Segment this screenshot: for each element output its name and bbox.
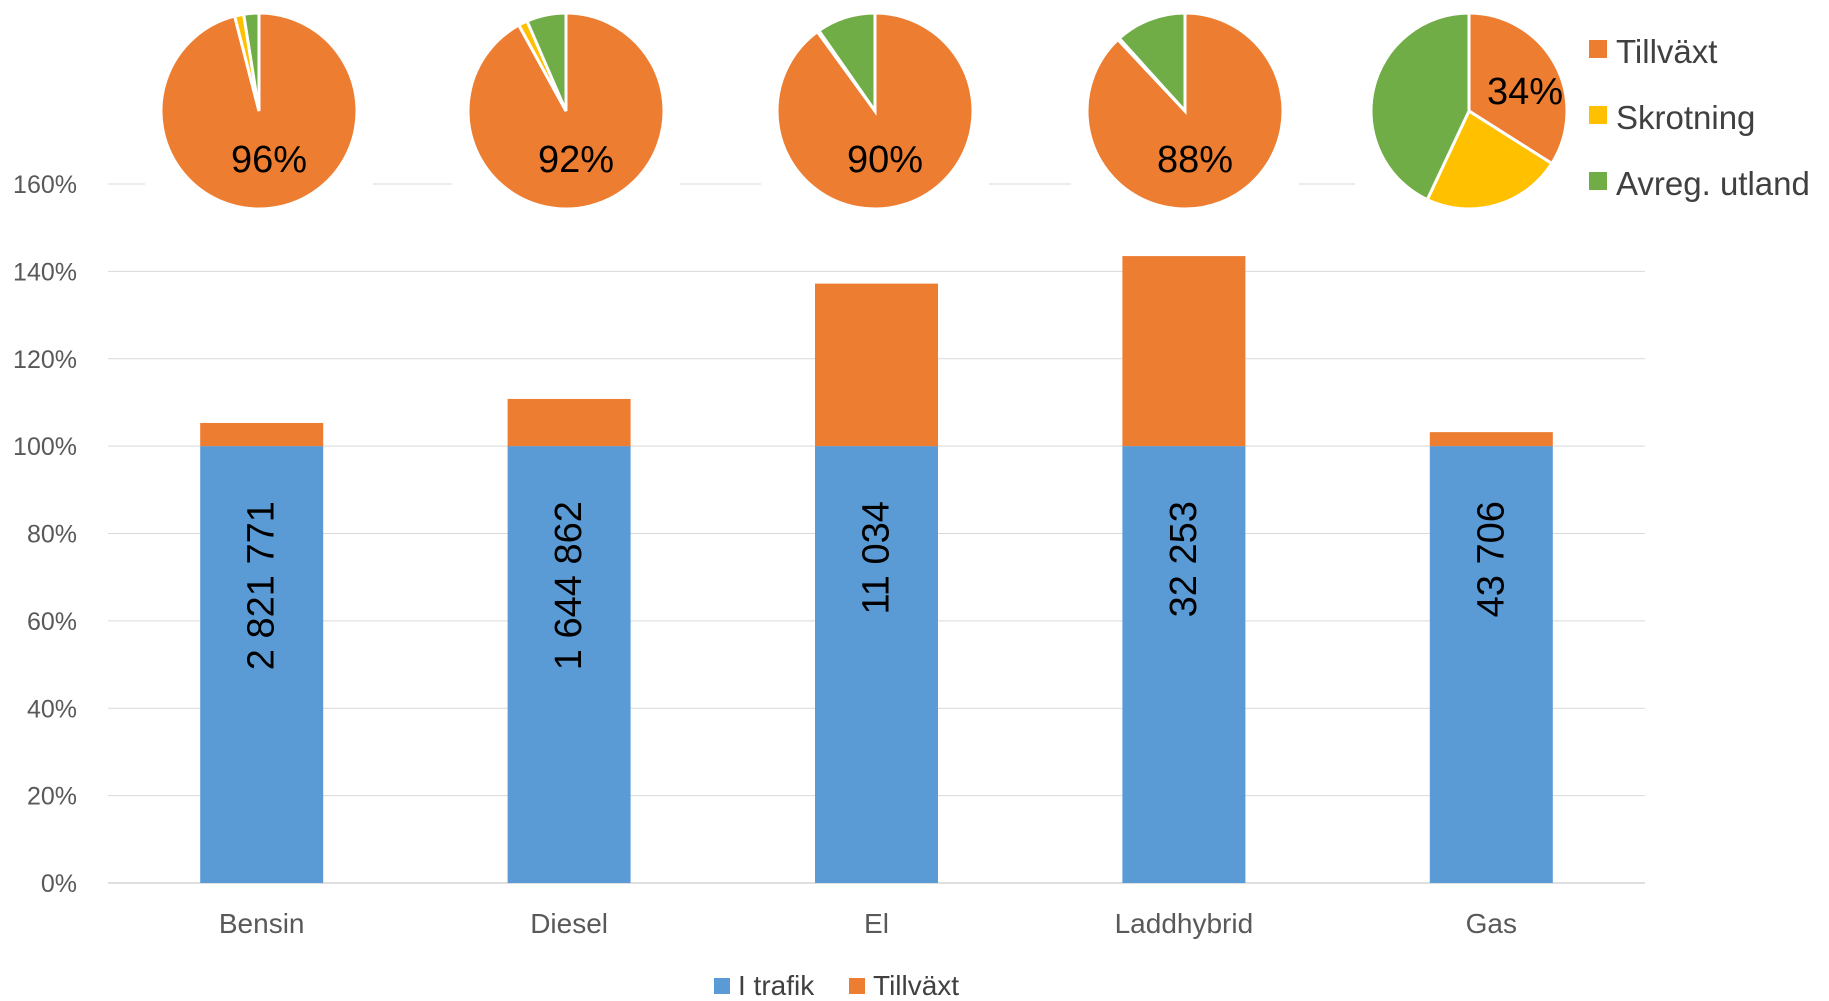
pie-el: 90%	[775, 11, 975, 211]
pie-percent-label: 34%	[1487, 71, 1563, 113]
legend-swatch-tillv-xt	[849, 978, 865, 994]
pie-slice-avreg-utland	[241, 11, 261, 112]
legend-label-avreg-utland: Avreg. utland	[1616, 165, 1810, 202]
bar-legend: I trafik Tillväxt	[714, 970, 959, 1001]
pie-slice-avreg-utland	[1369, 11, 1471, 202]
category-label: Laddhybrid	[1115, 908, 1254, 939]
legend-label-i-trafik: I trafik	[738, 970, 815, 1001]
pie-slice-avreg-utland	[816, 11, 877, 116]
pie-bensin: 96%	[159, 11, 359, 211]
bar-i-trafik-diesel	[507, 446, 631, 883]
category-label: Gas	[1466, 908, 1517, 939]
category-label: Bensin	[219, 908, 305, 939]
pie-slice-tillv-xt	[1085, 11, 1285, 211]
pie-diesel: 92%	[466, 11, 666, 211]
category-labels: Bensin Diesel El Laddhybrid Gas	[219, 908, 1517, 939]
y-axis-ticks: 0% 20% 40% 60% 80% 100% 120% 140% 160%	[13, 171, 77, 898]
bar-i-trafik-bensin	[200, 446, 324, 883]
bar-tillv-xt-gas	[1429, 432, 1553, 447]
y-tick-label: 140%	[13, 258, 77, 286]
bar-i-trafik-laddhybrid	[1122, 446, 1246, 883]
bar-tillv-xt-el	[815, 283, 938, 447]
y-tick-label: 20%	[27, 783, 77, 811]
legend-swatch-tillv-xt	[1589, 40, 1607, 58]
bar-tillv-xt-laddhybrid	[1122, 256, 1246, 447]
bar-tillv-xt-bensin	[200, 422, 324, 447]
legend-swatch-skrotning	[1589, 106, 1607, 124]
pie-percent-label: 90%	[847, 139, 923, 181]
category-label: El	[864, 908, 889, 939]
bar-i-trafik-el	[815, 446, 938, 883]
legend-swatch-avreg-utland	[1589, 172, 1607, 190]
bar-data-label: 32 253	[1163, 501, 1205, 617]
legend-label-tillv-xt: Tillväxt	[873, 970, 959, 1001]
y-tick-label: 40%	[27, 695, 77, 723]
bar-tillv-xt-diesel	[507, 398, 631, 447]
y-tick-label: 160%	[13, 171, 77, 199]
category-label: Diesel	[530, 908, 608, 939]
y-tick-label: 120%	[13, 346, 77, 374]
bar-data-label: 11 034	[856, 501, 898, 614]
bar-data-label: 2 821 771	[241, 501, 283, 670]
y-tick-label: 80%	[27, 521, 77, 549]
bar-i-trafik-gas	[1429, 446, 1553, 883]
bars	[200, 256, 1553, 883]
y-tick-label: 60%	[27, 608, 77, 636]
y-tick-label: 0%	[41, 870, 77, 898]
pie-percent-label: 88%	[1157, 139, 1233, 181]
pie-laddhybrid: 88%	[1085, 11, 1285, 211]
bar-data-label: 1 644 862	[548, 501, 590, 670]
bar-data-label: 43 706	[1470, 501, 1512, 617]
pie-slice-avreg-utland	[525, 11, 568, 112]
pie-slice-tillv-xt	[466, 11, 666, 211]
legend-swatch-i-trafik	[714, 978, 730, 994]
pie-percent-label: 92%	[538, 139, 614, 181]
pie-gas: 34%	[1369, 11, 1569, 211]
pie-slice-tillv-xt	[159, 11, 359, 211]
pie-percent-label: 96%	[231, 139, 307, 181]
pie-slice-avreg-utland	[1117, 11, 1187, 115]
y-tick-label: 100%	[13, 433, 77, 461]
legend-label-tillv-xt: Tillväxt	[1616, 33, 1717, 70]
legend-label-skrotning: Skrotning	[1616, 99, 1755, 136]
pie-legend: Tillväxt Skrotning Avreg. utland	[1589, 33, 1810, 202]
pie-charts: 96% 92% 90% 88% 34%	[159, 11, 1569, 211]
bar-labels: 2 821 771 1 644 862 11 034 32 253 43 706	[241, 501, 1513, 670]
